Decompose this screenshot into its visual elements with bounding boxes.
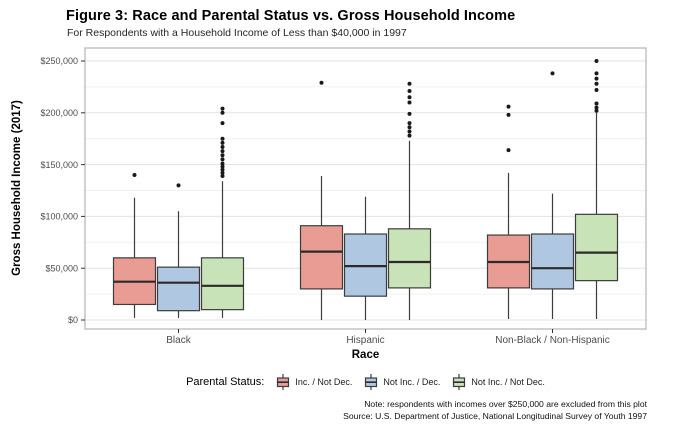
outlier-dot [594,101,599,106]
iqr-box [299,225,344,290]
iqr-box [200,257,245,311]
boxplot-hispanic-series-1 [299,80,344,320]
legend-item: Not Inc. / Dec. [363,373,440,391]
boxplot-hispanic-series-2 [343,196,388,320]
outlier-dot [550,71,555,76]
legend-boxplot-key-icon [453,374,466,390]
outlier-dot [407,81,412,86]
outlier-dot [594,88,599,93]
outlier-dot [220,106,225,111]
outlier-dot [407,125,412,130]
boxplot-non-black-non-hispanic-series-3 [574,59,619,319]
legend-item-label: Inc. / Not Dec. [295,377,353,387]
outlier-dot [594,105,599,110]
legend-title: Parental Status: [186,376,265,388]
outlier-dot [220,167,225,172]
x-category-label: Hispanic [346,335,384,346]
outlier-dot [594,81,599,86]
boxplot-black-series-2 [156,183,201,318]
iqr-box [387,228,432,289]
source-text: Source: U.S. Department of Justice, Nati… [343,410,647,421]
outlier-dot [220,164,225,169]
iqr-box [156,266,201,312]
outlier-dot [407,133,412,138]
figure-subtitle: For Respondents with a Household Income … [67,27,407,39]
outlier-dot [594,108,599,113]
boxplot-black-series-1 [112,172,157,318]
outlier-dot [220,173,225,178]
iqr-box [530,233,575,290]
x-category-label: Black [166,335,191,346]
note-text: Note: respondents with incomes over $250… [364,399,647,409]
outlier-dot [220,149,225,154]
boxplot-non-black-non-hispanic-series-2 [530,71,575,319]
legend-boxplot-key-icon [365,374,378,390]
outlier-dot [407,95,412,100]
boxplot-non-black-non-hispanic-series-1 [486,104,531,319]
legend-item: Not Inc. / Not Dec. [451,373,545,391]
y-tick-label: $0 [68,315,78,325]
outlier-dot [132,172,137,177]
outlier-dot [220,136,225,141]
outlier-dot [506,148,511,153]
outlier-dot [220,153,225,158]
outlier-dot [220,170,225,175]
outlier-dot [176,183,181,188]
figure-title: Figure 3: Race and Parental Status vs. G… [66,8,516,24]
legend: Parental Status: Inc. / Not Dec. Not Inc.… [85,372,646,392]
outlier-dot [407,129,412,134]
y-tick-label: $50,000 [45,263,78,273]
iqr-box [574,213,619,282]
y-tick-label: $100,000 [40,212,78,222]
outlier-dot [594,76,599,81]
boxplot-hispanic-series-3 [387,81,432,320]
boxplot-black-series-3 [200,106,245,318]
footnotes: Note: respondents with incomes over $250… [343,399,647,422]
legend-item-label: Not Inc. / Dec. [383,377,441,387]
outlier-dot [407,100,412,105]
outlier-dot [506,104,511,109]
legend-item-label: Not Inc. / Not Dec. [471,377,545,387]
x-axis-title: Race [351,349,380,361]
outlier-dot [220,144,225,149]
legend-boxplot-key-icon [277,374,290,390]
outlier-dot [220,161,225,166]
outlier-dot [220,121,225,126]
outlier-dot [220,140,225,145]
x-category-label: Non-Black / Non-Hispanic [495,335,610,346]
y-tick-label: $250,000 [40,56,78,66]
legend-item: Inc. / Not Dec. [275,373,352,391]
outlier-dot [407,121,412,126]
outlier-dot [407,111,412,116]
outlier-dot [594,59,599,63]
outlier-dot [220,157,225,162]
outlier-dot [506,112,511,117]
outlier-dot [319,80,324,85]
outlier-dot [407,89,412,94]
outlier-dot [220,110,225,115]
outlier-dot [594,71,599,76]
y-tick-label: $200,000 [40,108,78,118]
y-tick-label: $150,000 [40,160,78,170]
